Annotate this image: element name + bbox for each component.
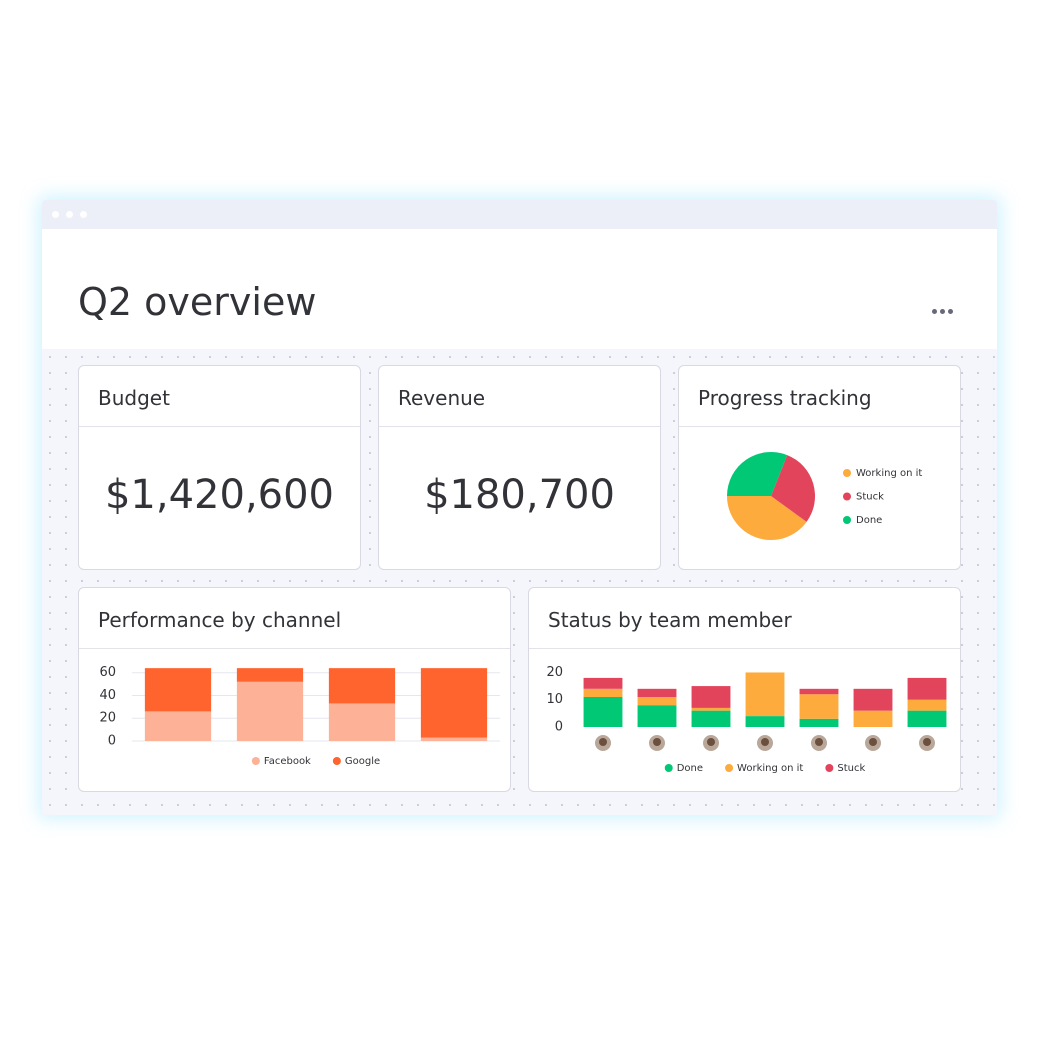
bar-segment (799, 718, 839, 727)
legend-swatch (332, 757, 341, 765)
legend-swatch (725, 764, 734, 772)
bar-segment (583, 677, 623, 689)
bar-segment (745, 716, 785, 727)
card-title: Performance by channel (98, 608, 342, 632)
avatar-face (923, 738, 931, 746)
avatar-face (653, 738, 661, 746)
bar-segment (236, 681, 304, 741)
bar-segment (144, 711, 212, 741)
chart: 0 20 40 60 Facebook Google (99, 665, 500, 767)
chart: 0 10 20 Done Working on it Stuck (546, 665, 947, 774)
more-menu[interactable] (932, 299, 956, 318)
pie-card: Progress tracking Working on it Stuck Done (678, 365, 961, 570)
y-tick-label: 0 (108, 734, 116, 749)
avatar-face (869, 738, 877, 746)
channel-card: Performance by channel 0 20 40 60 Facebook Go… (78, 587, 511, 792)
bar-segment (328, 668, 396, 704)
bar-segment (907, 699, 947, 711)
legend-label: Facebook (264, 756, 311, 767)
bar-segment (637, 705, 677, 727)
bar-segment (799, 688, 839, 695)
bar-segment (583, 688, 623, 697)
legend-swatch (664, 764, 673, 772)
card-title: Progress tracking (698, 386, 872, 410)
bar-segment (420, 668, 488, 738)
legend-label: Google (345, 756, 380, 767)
legend-swatch (843, 492, 851, 501)
avatar-face (707, 738, 715, 746)
legend-label: Done (856, 515, 882, 526)
y-tick-label: 20 (99, 711, 116, 726)
bar-segment (236, 668, 304, 682)
pie-slice (771, 455, 815, 522)
legend-label: Stuck (837, 763, 865, 774)
bar-segment (907, 710, 947, 727)
window: Q2 overview Budget $1,420,600 Revenue $1… (42, 200, 997, 815)
chart: Working on it Stuck Done (727, 452, 922, 540)
bar-segment (637, 697, 677, 706)
legend-label: Done (677, 763, 703, 774)
pie-slice (727, 496, 807, 540)
card-value: $180,700 (424, 472, 615, 518)
bar-segment (583, 697, 623, 727)
avatar-face (815, 738, 823, 746)
card-title: Revenue (398, 386, 486, 410)
header: Q2 overview (42, 229, 997, 349)
bar-segment (691, 707, 731, 711)
page-title: Q2 overview (78, 280, 317, 324)
legend-label: Working on it (737, 763, 803, 774)
bar-segment (144, 668, 212, 712)
bar-segment (691, 686, 731, 708)
bar-segment (637, 688, 677, 697)
budget-card: Budget $1,420,600 (78, 365, 361, 570)
avatar-face (761, 738, 769, 746)
bar-segment (853, 710, 893, 727)
bar-segment (691, 710, 731, 727)
bar-segment (907, 677, 947, 700)
bar-segment (799, 694, 839, 719)
legend-label: Stuck (856, 492, 884, 503)
card-title: Budget (98, 386, 170, 410)
title-bar (42, 200, 997, 229)
y-tick-label: 40 (99, 688, 116, 703)
revenue-card: Revenue $180,700 (378, 365, 661, 570)
bar-segment (745, 672, 785, 717)
pie-slice (727, 452, 788, 496)
y-tick-label: 10 (546, 692, 563, 707)
bar-segment (853, 688, 893, 711)
dashboard: Budget $1,420,600 Revenue $180,700 Progr… (42, 349, 997, 815)
y-tick-label: 0 (555, 720, 563, 735)
legend-swatch (843, 516, 851, 524)
legend-label: Working on it (856, 468, 922, 479)
legend-swatch (825, 764, 834, 772)
legend-swatch (251, 757, 260, 765)
y-tick-label: 20 (546, 665, 563, 680)
bar-segment (420, 737, 488, 741)
bar-segment (328, 703, 396, 741)
legend-swatch (843, 469, 851, 477)
y-tick-label: 60 (99, 665, 116, 680)
card-value: $1,420,600 (104, 472, 335, 518)
team-card: Status by team member 0 10 20 Done Working o… (528, 587, 961, 792)
card-title: Status by team member (548, 608, 792, 632)
avatar-face (599, 738, 607, 746)
